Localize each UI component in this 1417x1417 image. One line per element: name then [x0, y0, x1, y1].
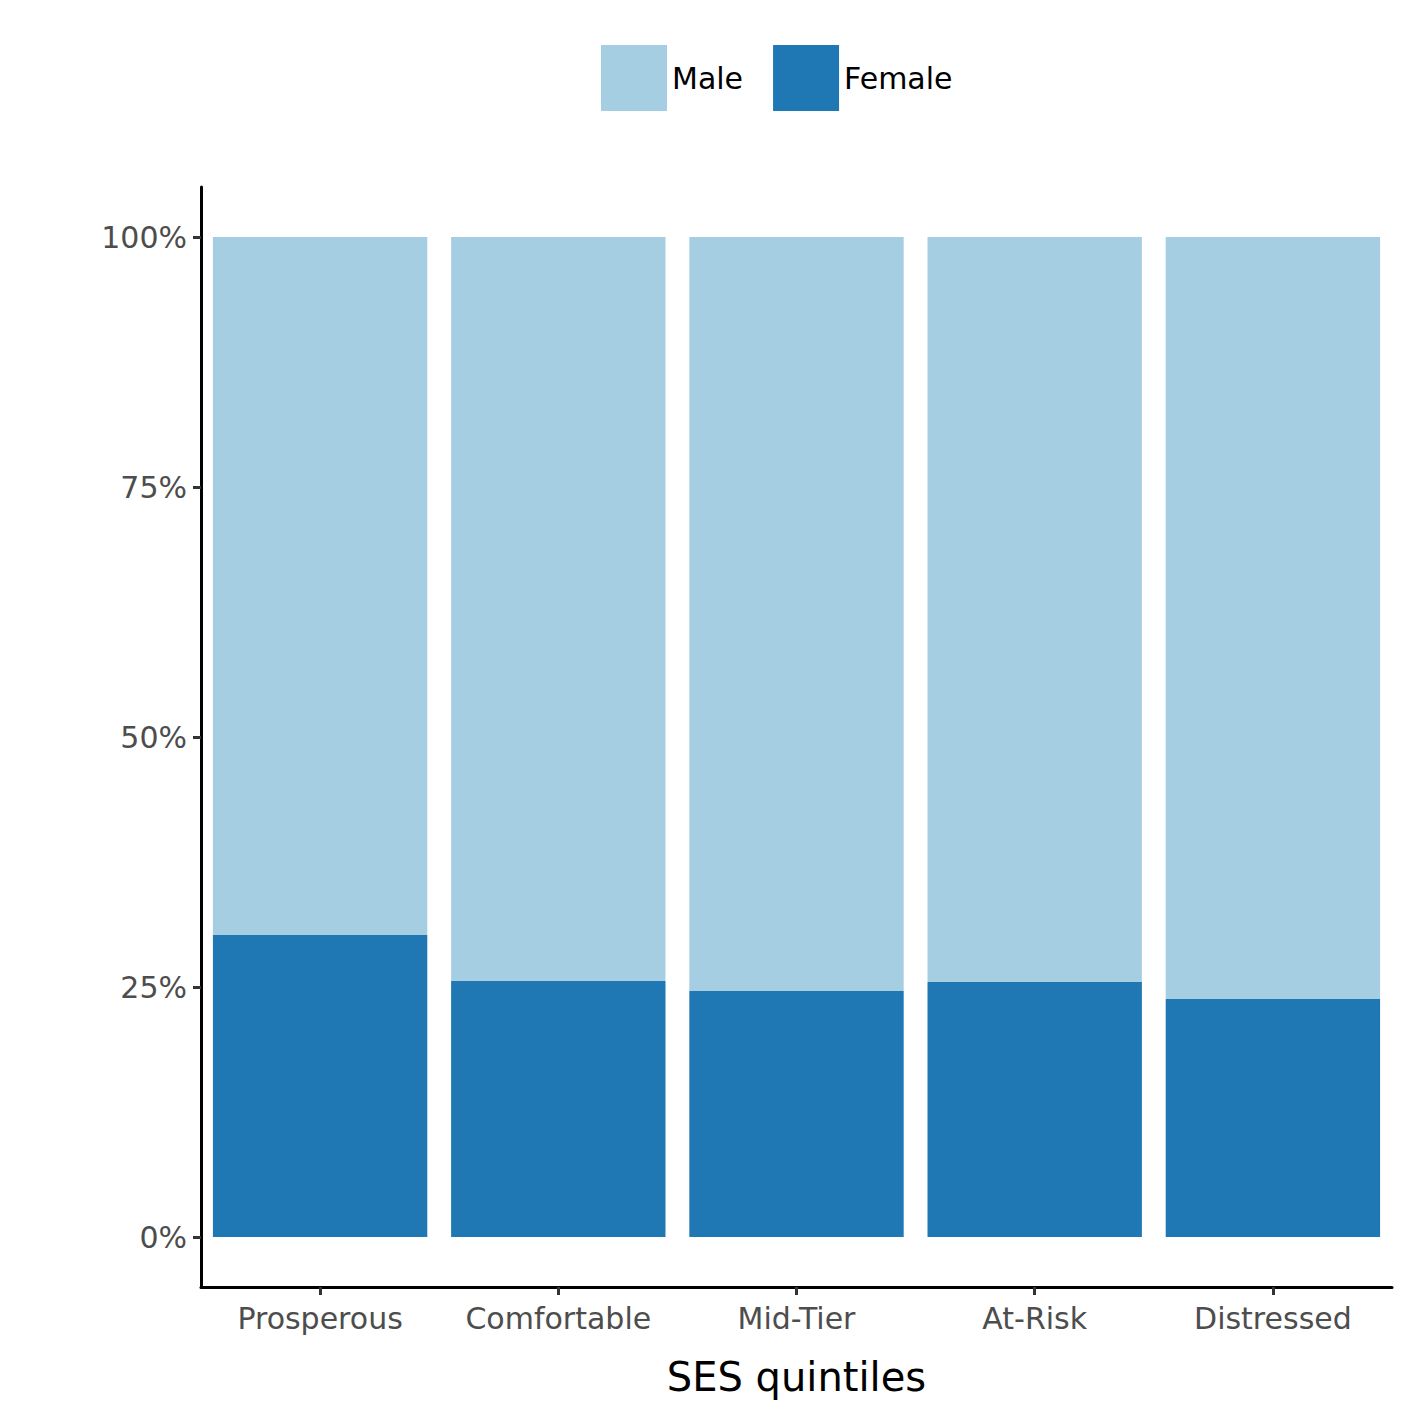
svg-text:Comfortable: Comfortable — [465, 1301, 651, 1336]
svg-text:Male: Male — [672, 61, 743, 96]
svg-text:At-Risk: At-Risk — [982, 1301, 1087, 1336]
svg-text:Female: Female — [844, 61, 952, 96]
svg-text:25%: 25% — [120, 970, 187, 1005]
svg-text:Distressed: Distressed — [1194, 1301, 1352, 1336]
svg-text:0%: 0% — [139, 1220, 187, 1255]
svg-text:SES quintiles: SES quintiles — [667, 1354, 926, 1400]
svg-text:100%: 100% — [101, 220, 187, 255]
svg-text:75%: 75% — [120, 470, 187, 505]
svg-text:Mid-Tier: Mid-Tier — [738, 1301, 857, 1336]
svg-text:50%: 50% — [120, 720, 187, 755]
svg-text:Prosperous: Prosperous — [237, 1301, 402, 1336]
